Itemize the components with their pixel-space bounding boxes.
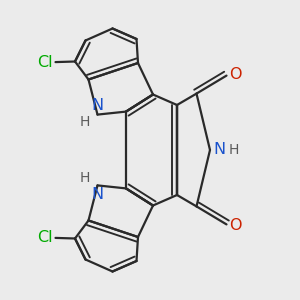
Text: Cl: Cl <box>37 230 52 245</box>
Text: H: H <box>80 115 90 129</box>
Text: Cl: Cl <box>37 55 52 70</box>
Text: N: N <box>92 98 104 113</box>
Text: N: N <box>92 187 104 202</box>
Text: N: N <box>213 142 225 158</box>
Text: O: O <box>230 67 242 82</box>
Text: O: O <box>230 218 242 233</box>
Text: H: H <box>229 143 239 157</box>
Text: H: H <box>80 171 90 185</box>
